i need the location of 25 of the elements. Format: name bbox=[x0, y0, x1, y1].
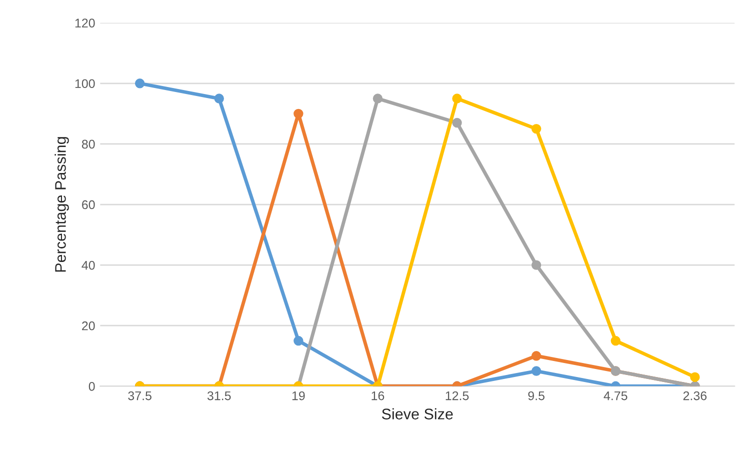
x-tick-label: 37.5 bbox=[128, 391, 152, 400]
point bbox=[531, 124, 542, 134]
point bbox=[214, 94, 224, 104]
point bbox=[134, 78, 145, 88]
point bbox=[372, 94, 383, 104]
y-tick-label: 60 bbox=[82, 200, 95, 210]
x-tick-label: 19 bbox=[292, 391, 305, 400]
y-tick-label: 40 bbox=[82, 260, 95, 270]
y-axis-title: Percentage Passing bbox=[54, 137, 69, 272]
point bbox=[452, 94, 462, 104]
x-tick-label: 4.75 bbox=[604, 391, 628, 400]
x-axis-title: Sieve Size bbox=[382, 408, 453, 420]
x-tick-label: 12.5 bbox=[446, 391, 469, 400]
x-tick-label: 2.36 bbox=[683, 391, 707, 400]
y-tick-label: 20 bbox=[82, 321, 95, 330]
x-tick-label: 16 bbox=[372, 391, 384, 400]
point bbox=[452, 118, 462, 128]
point bbox=[294, 108, 304, 119]
x-tick-label: 31.5 bbox=[207, 391, 231, 400]
y-tick-label: 120 bbox=[75, 18, 95, 28]
y-tick-label: 100 bbox=[75, 79, 95, 88]
x-tick-label: 9.5 bbox=[528, 391, 544, 400]
y-tick-label: 80 bbox=[82, 140, 95, 149]
y-tick-label: 0 bbox=[88, 382, 95, 391]
point bbox=[531, 260, 542, 270]
